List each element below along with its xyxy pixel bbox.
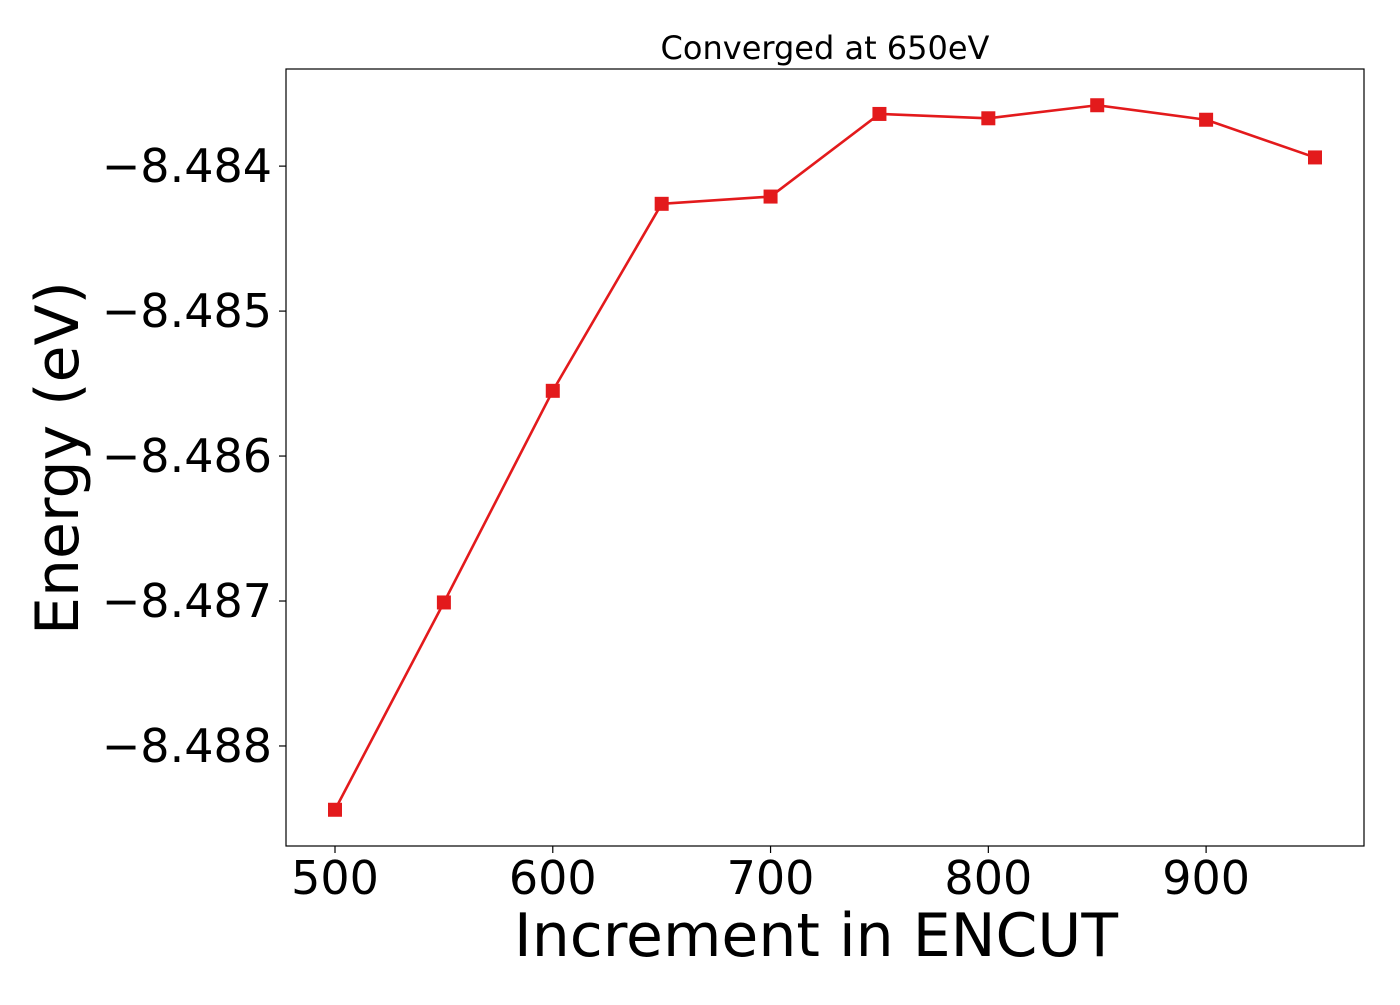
y-tick-label: −8.488 [102,719,272,773]
y-tick-label: −8.485 [102,284,272,338]
x-tick-label: 500 [291,851,379,905]
y-axis-ticks: −8.484 −8.485 −8.486 −8.487 −8.488 [102,139,286,773]
data-point [1090,98,1105,113]
x-tick-label: 600 [509,851,597,905]
series-line-0 [333,103,1316,811]
y-axis-label: Energy (eV) [23,281,93,635]
data-point [654,196,669,211]
data-point [763,189,778,204]
x-tick-label: 800 [944,851,1032,905]
y-tick-label: −8.484 [102,139,272,193]
data-point [545,383,560,398]
series-layer [328,98,1322,817]
x-axis-label: Increment in ENCUT [514,901,1118,971]
data-point [872,106,887,121]
data-point [436,595,451,610]
data-point [981,111,996,126]
data-point [328,802,342,817]
y-tick-label: −8.487 [102,574,272,628]
y-tick-label: −8.486 [102,429,272,483]
data-point [1199,112,1214,127]
data-point [1308,150,1322,165]
x-tick-label: 900 [1162,851,1250,905]
x-axis-ticks: 500 600 700 800 900 [291,846,1250,905]
chart-title: Converged at 650eV [661,29,990,67]
plot-frame [285,68,1365,847]
x-tick-label: 700 [727,851,815,905]
